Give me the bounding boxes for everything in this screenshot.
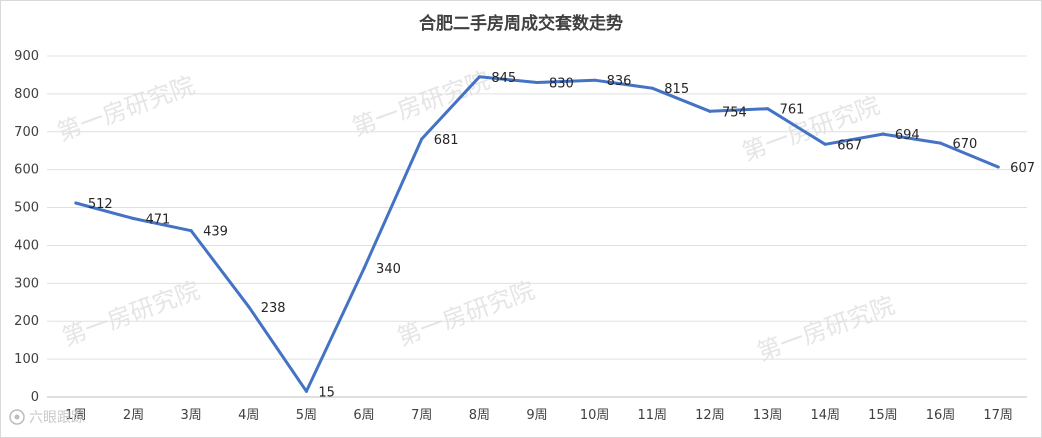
data-point <box>247 305 251 309</box>
data-label: 340 <box>376 262 401 277</box>
data-point <box>593 78 597 82</box>
watermark: 第一房研究院 <box>753 291 898 367</box>
watermark: 第一房研究院 <box>53 71 198 147</box>
data-point <box>74 201 78 205</box>
x-tick-label: 14周 <box>810 408 840 423</box>
brand-watermark: 六眼跟踪 <box>9 409 85 426</box>
x-tick-label: 13周 <box>753 408 783 423</box>
x-tick-label: 8周 <box>469 408 490 423</box>
data-label: 15 <box>318 385 335 400</box>
data-label: 681 <box>434 133 459 148</box>
x-tick-label: 11周 <box>638 408 668 423</box>
data-label: 830 <box>549 77 574 92</box>
x-tick-label: 17周 <box>983 408 1013 423</box>
data-point <box>766 107 770 111</box>
data-point <box>304 389 308 393</box>
data-label: 667 <box>837 138 862 153</box>
watermark: 第一房研究院 <box>738 91 883 167</box>
y-tick-label: 500 <box>14 201 39 216</box>
grid-layer <box>47 55 1027 360</box>
x-tick-label: 6周 <box>353 408 374 423</box>
data-point <box>996 165 1000 169</box>
y-tick-label: 300 <box>14 276 39 291</box>
data-point <box>477 75 481 79</box>
watermark: 第一房研究院 <box>393 276 538 352</box>
x-tick-label: 10周 <box>580 408 610 423</box>
x-axis: 1周 2周 3周 4周 5周 6周 7周 8周 9周 10周 11周 12周 13周 14周 15周 16周 1… <box>47 396 1027 423</box>
y-tick-label: 100 <box>14 352 39 367</box>
brand-eye-icon <box>9 409 25 425</box>
x-tick-label: 15周 <box>868 408 898 423</box>
x-tick-label: 5周 <box>296 408 317 423</box>
data-point <box>650 86 654 90</box>
y-tick-label: 400 <box>14 238 39 253</box>
data-point <box>708 109 712 113</box>
x-tick-label: 7周 <box>411 408 432 423</box>
data-label: 471 <box>145 213 170 228</box>
data-label: 694 <box>895 128 920 143</box>
brand-pupil-icon <box>14 414 20 420</box>
data-label: 815 <box>664 82 689 97</box>
data-label: 439 <box>203 225 228 240</box>
y-tick-label: 900 <box>14 49 39 64</box>
y-axis: 0 100 200 300 400 500 600 700 800 900 <box>14 49 39 405</box>
data-point <box>939 141 943 145</box>
data-label: 238 <box>261 301 286 316</box>
x-tick-label: 1周 <box>65 408 86 423</box>
data-point <box>131 217 135 221</box>
x-tick-label: 4周 <box>238 408 259 423</box>
data-point <box>362 266 366 270</box>
y-tick-label: 700 <box>14 125 39 140</box>
data-point <box>189 229 193 233</box>
y-tick-label: 0 <box>31 390 39 405</box>
x-tick-label: 2周 <box>123 408 144 423</box>
brand-text: 六眼跟踪 <box>29 410 85 426</box>
data-label: 670 <box>953 137 978 152</box>
x-tick-label: 16周 <box>926 408 956 423</box>
x-tick-label: 9周 <box>526 408 547 423</box>
watermark: 第一房研究院 <box>58 276 203 352</box>
series-layer <box>74 75 1000 393</box>
data-point <box>420 137 424 141</box>
x-tick-label: 12周 <box>695 408 725 423</box>
x-tick-label: 3周 <box>180 408 201 423</box>
data-label: 754 <box>722 105 747 120</box>
data-label: 836 <box>607 74 632 89</box>
data-labels: 512 471 439 238 15 340 681 845 830 836 815 754 761 66… <box>88 71 1035 400</box>
data-label: 845 <box>491 71 516 86</box>
data-point <box>823 142 827 146</box>
y-tick-label: 800 <box>14 87 39 102</box>
data-point <box>535 81 539 85</box>
data-point <box>881 132 885 136</box>
watermark: 第一房研究院 <box>348 66 493 142</box>
data-label: 761 <box>780 103 805 118</box>
data-label: 512 <box>88 197 113 212</box>
y-tick-label: 600 <box>14 163 39 178</box>
chart-title: 合肥二手房周成交套数走势 <box>419 13 623 34</box>
y-tick-label: 200 <box>14 314 39 329</box>
data-label: 607 <box>1010 161 1035 176</box>
